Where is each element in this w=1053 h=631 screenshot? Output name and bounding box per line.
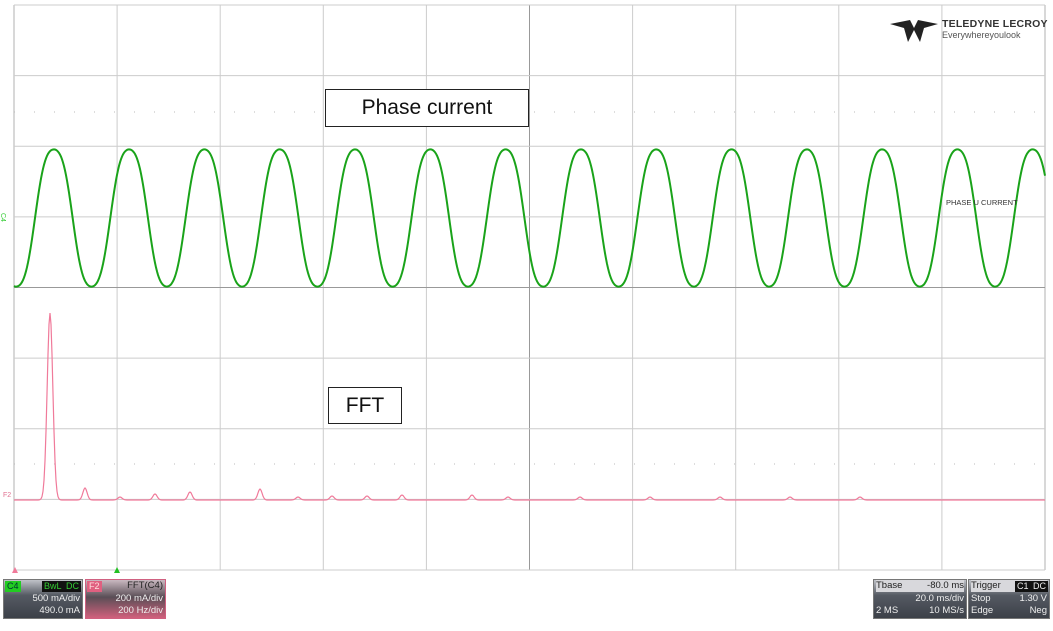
math-f2-panel[interactable]: F2 FFT(C4) 200 mA/div 200 Hz/div (85, 579, 166, 619)
channel-c4-panel[interactable]: C4 BwL DC 500 mA/div 490.0 mA (3, 579, 83, 619)
timebase-points: 2 MS (876, 605, 899, 616)
f2-hscale: 200 Hz/div (118, 605, 163, 616)
f2-function: FFT(C4) (127, 580, 163, 591)
timebase-label: Tbase (876, 580, 964, 592)
f2-badge: F2 (87, 581, 102, 592)
c4-offset: 490.0 mA (39, 605, 80, 616)
f2-fft-waveform (14, 312, 1045, 501)
teledyne-lecroy-logo: TELEDYNE LECROY Everywhereyoulook (890, 16, 1048, 42)
trigger-mode: Stop (971, 593, 991, 604)
c4-badge: C4 (5, 581, 21, 592)
timebase-rate: 10 MS/s (929, 605, 964, 616)
fft-annotation: FFT (328, 387, 402, 424)
trace-label: PHASE U CURRENT (946, 198, 1018, 207)
trigger-level: 1.30 V (1019, 593, 1047, 604)
trigger-type: Edge (971, 605, 994, 616)
trigger-source-badge: C1 (1015, 581, 1031, 592)
teledyne-logo-icon (890, 20, 938, 42)
phase-current-annotation: Phase current (325, 89, 529, 127)
timebase-scale: 20.0 ms/div (915, 593, 964, 604)
f2-scale: 200 mA/div (115, 593, 163, 604)
trigger-slope: Neg (1029, 605, 1047, 616)
c4-level-marker: C4 (0, 213, 6, 222)
c4-coupling-badge: DC (64, 581, 81, 592)
timebase-delay: -80.0 ms (927, 580, 964, 591)
f2-marker (114, 567, 120, 573)
trigger-coupling-badge: DC (1031, 581, 1048, 592)
logo-brand: TELEDYNE LECROY (942, 18, 1048, 30)
timebase-panel[interactable]: Tbase -80.0 ms 20.0 ms/div 2 MS 10 MS/s (873, 579, 967, 619)
c4-trigger-marker (12, 567, 18, 573)
c4-waveform (13, 148, 1046, 288)
logo-tagline: Everywhereyoulook (942, 30, 1021, 40)
c4-scale: 500 mA/div (32, 593, 80, 604)
c4-bwl-badge: BwL (42, 581, 64, 592)
f2-level-marker: F2 (3, 492, 11, 499)
trigger-panel[interactable]: Trigger C1 DC Stop 1.30 V Edge Neg (968, 579, 1050, 619)
